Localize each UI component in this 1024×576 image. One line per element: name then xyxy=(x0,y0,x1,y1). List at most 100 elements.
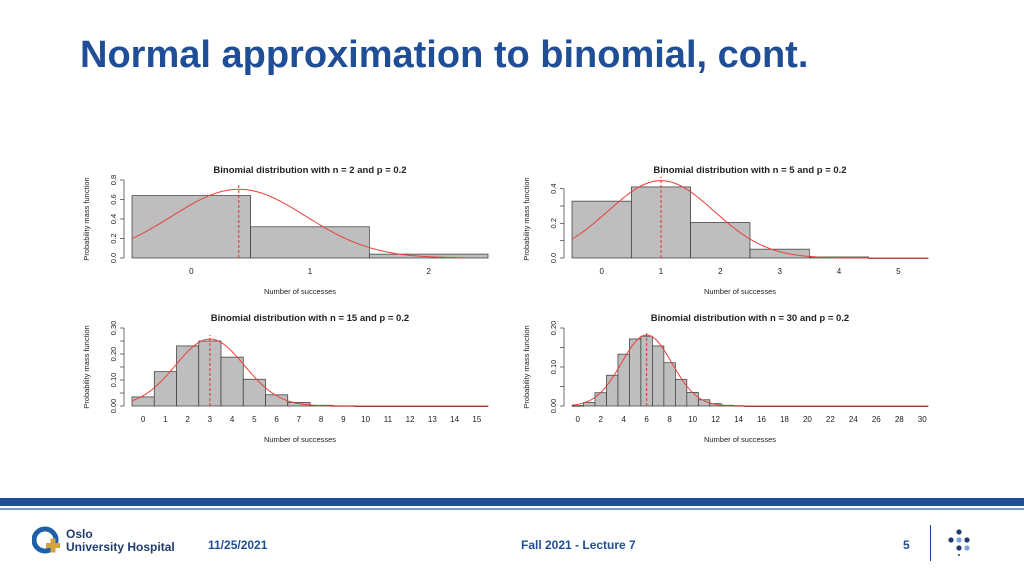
x-tick-label: 2 xyxy=(426,267,431,276)
oslo-logo-icon xyxy=(32,526,60,554)
x-tick-label: 2 xyxy=(185,415,190,424)
x-tick-label: 7 xyxy=(297,415,302,424)
bar-5 xyxy=(629,338,642,407)
bar-7 xyxy=(652,345,665,407)
x-axis-label: Number of successes xyxy=(704,435,776,444)
bar-6 xyxy=(265,394,289,407)
bar-4 xyxy=(617,353,630,407)
dots-logo-icon xyxy=(948,529,970,556)
y-tick-label: 0.2 xyxy=(109,233,118,243)
y-tick-label: 0.6 xyxy=(109,194,118,204)
y-axis-label: Probability mass function xyxy=(82,325,91,408)
x-tick-label: 1 xyxy=(308,267,313,276)
page-number: 5 xyxy=(903,538,910,552)
x-tick-label: 12 xyxy=(406,415,415,424)
bar-0 xyxy=(571,405,584,407)
chart-n15: Binomial distribution with n = 15 and p … xyxy=(80,308,500,453)
x-tick-label: 24 xyxy=(849,415,858,424)
x-tick-label: 6 xyxy=(644,415,649,424)
bar-2 xyxy=(690,222,751,259)
hospital-logo: Oslo University Hospital xyxy=(32,526,182,560)
x-tick-label: 3 xyxy=(208,415,213,424)
x-tick-label: 0 xyxy=(141,415,146,424)
y-tick-label: 0.00 xyxy=(109,399,118,414)
normal-curve xyxy=(571,180,928,259)
chart-title: Binomial distribution with n = 15 and p … xyxy=(211,313,409,324)
bar-1 xyxy=(250,226,370,259)
y-tick-label: 0.20 xyxy=(549,321,558,336)
bar-3 xyxy=(749,248,810,259)
normal-curve xyxy=(571,334,928,407)
chart-title: Binomial distribution with n = 2 and p =… xyxy=(213,165,406,176)
x-tick-label: 10 xyxy=(688,415,697,424)
x-tick-label: 4 xyxy=(621,415,626,424)
footer-band-thin xyxy=(0,508,1024,510)
x-tick-label: 2 xyxy=(718,267,723,276)
x-tick-label: 2 xyxy=(598,415,603,424)
bar-2 xyxy=(176,345,200,407)
y-tick-label: 0.0 xyxy=(109,253,118,263)
chart-n5-svg: Binomial distribution with n = 5 and p =… xyxy=(522,165,929,296)
x-tick-label: 6 xyxy=(274,415,279,424)
chart-title: Binomial distribution with n = 5 and p =… xyxy=(653,165,846,176)
x-tick-label: 0 xyxy=(576,415,581,424)
x-tick-label: 9 xyxy=(341,415,346,424)
x-tick-label: 1 xyxy=(163,415,168,424)
x-tick-label: 30 xyxy=(918,415,927,424)
logo-line-1: Oslo xyxy=(66,527,93,541)
chart-n5: Binomial distribution with n = 5 and p =… xyxy=(520,160,940,305)
chart-n15-svg: Binomial distribution with n = 15 and p … xyxy=(82,313,489,444)
slide-title: Normal approximation to binomial, cont. xyxy=(80,34,809,76)
x-axis-label: Number of successes xyxy=(704,287,776,296)
bar-8 xyxy=(663,362,676,407)
x-tick-label: 20 xyxy=(803,415,812,424)
x-tick-label: 5 xyxy=(252,415,257,424)
bar-2 xyxy=(594,392,607,407)
footer-divider xyxy=(930,525,931,561)
x-tick-label: 22 xyxy=(826,415,835,424)
x-tick-label: 0 xyxy=(189,267,194,276)
y-tick-label: 0.20 xyxy=(109,347,118,362)
x-axis-label: Number of successes xyxy=(264,435,336,444)
footer-course: Fall 2021 - Lecture 7 xyxy=(521,538,636,552)
y-tick-label: 0.10 xyxy=(109,373,118,388)
x-tick-label: 14 xyxy=(734,415,743,424)
y-axis-label: Probability mass function xyxy=(522,177,531,260)
x-tick-label: 18 xyxy=(780,415,789,424)
x-tick-label: 11 xyxy=(384,415,393,424)
x-tick-label: 8 xyxy=(319,415,324,424)
bar-0 xyxy=(571,200,632,259)
bar-10 xyxy=(686,391,699,407)
bar-0 xyxy=(131,195,252,259)
x-tick-label: 8 xyxy=(667,415,672,424)
y-axis-label: Probability mass function xyxy=(82,177,91,260)
x-tick-label: 4 xyxy=(230,415,235,424)
y-axis-label: Probability mass function xyxy=(522,325,531,408)
y-tick-label: 0.8 xyxy=(109,175,118,185)
chart-n2-svg: Binomial distribution with n = 2 and p =… xyxy=(82,165,489,296)
normal-curve xyxy=(131,188,465,259)
x-tick-label: 16 xyxy=(757,415,766,424)
bar-4 xyxy=(220,356,244,407)
x-tick-label: 10 xyxy=(361,415,370,424)
x-axis-label: Number of successes xyxy=(264,287,336,296)
bar-3 xyxy=(606,374,619,407)
x-tick-label: 26 xyxy=(872,415,881,424)
x-tick-label: 12 xyxy=(711,415,720,424)
x-tick-label: 14 xyxy=(450,415,459,424)
x-tick-label: 3 xyxy=(777,267,782,276)
chart-n30-svg: Binomial distribution with n = 30 and p … xyxy=(522,313,929,444)
bar-1 xyxy=(583,402,596,407)
x-tick-label: 5 xyxy=(896,267,901,276)
x-tick-label: 13 xyxy=(428,415,437,424)
bar-7 xyxy=(287,402,311,407)
footer-band xyxy=(0,498,1024,506)
x-tick-label: 15 xyxy=(472,415,481,424)
bar-2 xyxy=(368,253,489,259)
y-tick-label: 0.10 xyxy=(549,360,558,375)
x-tick-label: 0 xyxy=(599,267,604,276)
y-tick-label: 0.30 xyxy=(109,321,118,336)
y-tick-label: 0.2 xyxy=(549,218,558,228)
y-tick-label: 0.4 xyxy=(549,183,558,193)
y-tick-label: 0.4 xyxy=(109,214,118,224)
